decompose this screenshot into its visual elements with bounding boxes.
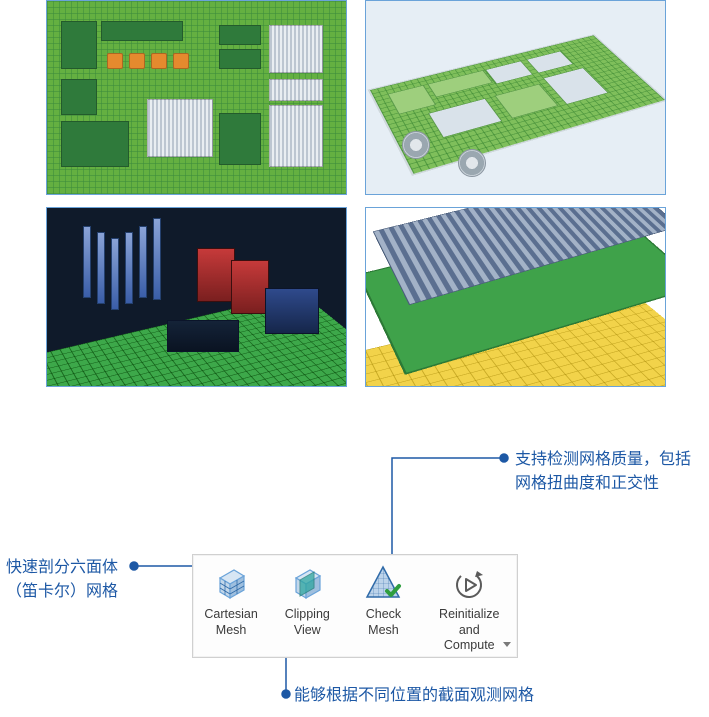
tool-label: Cartesian Mesh xyxy=(204,607,258,638)
chip-block xyxy=(61,79,97,115)
tool-label-line: Mesh xyxy=(204,623,258,639)
callout-cartesian-mesh: 快速剖分六面体 （笛卡尔）网格 xyxy=(6,556,118,604)
cap-orange xyxy=(173,53,189,69)
panel-heatsink xyxy=(365,207,666,387)
callout-clipping-view: 能够根据不同位置的截面观测网格 xyxy=(294,684,534,708)
chip-block xyxy=(61,121,129,167)
chip-block xyxy=(219,25,261,45)
cap-orange xyxy=(107,53,123,69)
chip-block xyxy=(219,113,261,165)
check-mesh-icon xyxy=(363,563,403,603)
iso-block xyxy=(494,84,558,119)
callout-text: 网格扭曲度和正交性 xyxy=(515,472,691,496)
tool-label-line: Compute xyxy=(428,638,511,654)
tool-label-line: View xyxy=(285,623,330,639)
pillar xyxy=(83,226,91,298)
callout-text: 快速剖分六面体 xyxy=(6,556,118,580)
pillar xyxy=(111,238,119,310)
chip-block xyxy=(61,21,97,69)
mesh-toolbar: Cartesian Mesh Clipping View xyxy=(192,554,518,658)
pillar xyxy=(97,232,105,304)
callout-text: （笛卡尔）网格 xyxy=(6,580,118,604)
panel-pcb-top xyxy=(46,0,347,195)
panel-pcb-iso xyxy=(365,0,666,195)
clipping-view-icon xyxy=(287,563,327,603)
fan-icon xyxy=(402,131,430,159)
callout-check-mesh: 支持检测网格质量，包括 网格扭曲度和正交性 xyxy=(515,448,691,496)
iso-block xyxy=(427,70,493,97)
iso-block xyxy=(526,51,574,73)
ic-striped xyxy=(269,25,323,73)
cap-orange xyxy=(129,53,145,69)
check-mesh-button[interactable]: Check Mesh xyxy=(345,555,421,657)
tool-label-line: Cartesian xyxy=(204,607,258,623)
figure-grid xyxy=(46,0,666,387)
dark-block xyxy=(167,320,239,352)
ic-striped xyxy=(269,79,323,101)
pillar xyxy=(139,226,147,298)
iso-block xyxy=(428,98,503,138)
tool-label-line: Clipping xyxy=(285,607,330,623)
cartesian-mesh-icon xyxy=(211,563,251,603)
tool-label: Clipping View xyxy=(285,607,330,638)
panel-dark-closeup xyxy=(46,207,347,387)
red-block xyxy=(197,248,235,302)
tool-label-line: Mesh xyxy=(366,623,401,639)
tool-label-line: Reinitialize and xyxy=(428,607,511,638)
pillar xyxy=(153,218,161,300)
blue-block xyxy=(265,288,319,334)
reinitialize-compute-icon xyxy=(449,563,489,603)
cap-orange xyxy=(151,53,167,69)
cartesian-mesh-button[interactable]: Cartesian Mesh xyxy=(193,555,269,657)
tool-label-line: Check xyxy=(366,607,401,623)
tool-label: Reinitialize and Compute xyxy=(428,607,511,654)
reinitialize-compute-button[interactable]: Reinitialize and Compute xyxy=(422,555,517,657)
chip-block xyxy=(101,21,183,41)
tool-label: Check Mesh xyxy=(366,607,401,638)
chip-block xyxy=(219,49,261,69)
pillar xyxy=(125,232,133,304)
dropdown-caret-icon xyxy=(503,642,511,647)
ic-striped xyxy=(147,99,213,157)
iso-block xyxy=(387,85,436,115)
clipping-view-button[interactable]: Clipping View xyxy=(269,555,345,657)
callout-text: 能够根据不同位置的截面观测网格 xyxy=(294,687,534,704)
red-block xyxy=(231,260,269,314)
callout-text: 支持检测网格质量，包括 xyxy=(515,448,691,472)
ic-striped xyxy=(269,105,323,167)
fan-icon xyxy=(458,149,486,177)
